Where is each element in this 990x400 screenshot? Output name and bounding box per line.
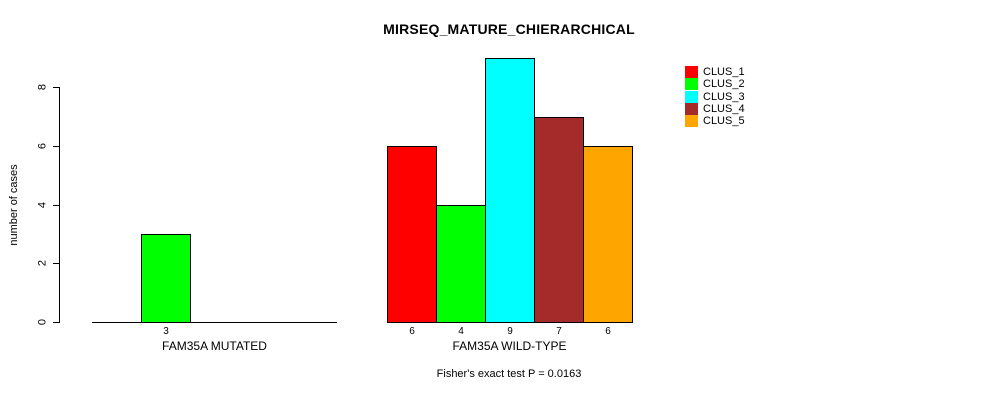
- legend-item-clus_3: CLUS_3: [685, 91, 745, 103]
- legend-label-clus_1: CLUS_1: [703, 66, 745, 78]
- bar-clus_5-wild-type: [583, 146, 633, 323]
- y-tick-mark: [53, 322, 60, 323]
- bar-clus_4-wild-type: [534, 117, 584, 323]
- bar-clus_2-wild-type: [436, 205, 486, 323]
- chart-title: MIRSEQ_MATURE_CHIERARCHICAL: [383, 21, 635, 37]
- legend-item-clus_5: CLUS_5: [685, 115, 745, 127]
- group-label-fam35a-wild-type: FAM35A WILD-TYPE: [452, 339, 567, 353]
- legend-item-clus_2: CLUS_2: [685, 78, 745, 90]
- bar-value-label: 9: [507, 326, 513, 337]
- legend-label-clus_4: CLUS_4: [703, 103, 745, 115]
- legend-swatch-clus_1: [685, 66, 698, 78]
- legend-swatch-clus_5: [685, 115, 698, 127]
- bar-clus_2-mutated: [141, 234, 191, 323]
- y-tick-mark: [53, 146, 60, 147]
- bar-value-label: 6: [409, 326, 415, 337]
- bar-value-label: 4: [458, 326, 464, 337]
- legend-label-clus_5: CLUS_5: [703, 115, 745, 127]
- y-tick-label: 6: [36, 142, 49, 150]
- y-tick-label: 2: [36, 259, 49, 267]
- group-label-fam35a-mutated: FAM35A MUTATED: [162, 339, 267, 353]
- y-tick-mark: [53, 87, 60, 88]
- bar-value-label: 6: [605, 326, 611, 337]
- y-tick-mark: [53, 263, 60, 264]
- legend-label-clus_3: CLUS_3: [703, 91, 745, 103]
- fisher-test-footnote: Fisher's exact test P = 0.0163: [436, 368, 582, 380]
- bar-clus_3-wild-type: [485, 58, 535, 323]
- y-tick-label: 8: [36, 83, 49, 91]
- y-axis-label: number of cases: [8, 164, 20, 246]
- legend-item-clus_4: CLUS_4: [685, 103, 745, 115]
- bar-value-label: 3: [163, 326, 169, 337]
- legend-item-clus_1: CLUS_1: [685, 66, 745, 78]
- bar-value-label: 7: [556, 326, 562, 337]
- group-baseline: [92, 322, 337, 323]
- legend-swatch-clus_3: [685, 91, 698, 103]
- y-tick-label: 4: [36, 201, 49, 209]
- legend-swatch-clus_4: [685, 103, 698, 115]
- y-tick-mark: [53, 205, 60, 206]
- y-tick-label: 0: [36, 318, 49, 326]
- bar-clus_1-wild-type: [387, 146, 437, 323]
- legend-swatch-clus_2: [685, 78, 698, 90]
- legend-label-clus_2: CLUS_2: [703, 78, 745, 90]
